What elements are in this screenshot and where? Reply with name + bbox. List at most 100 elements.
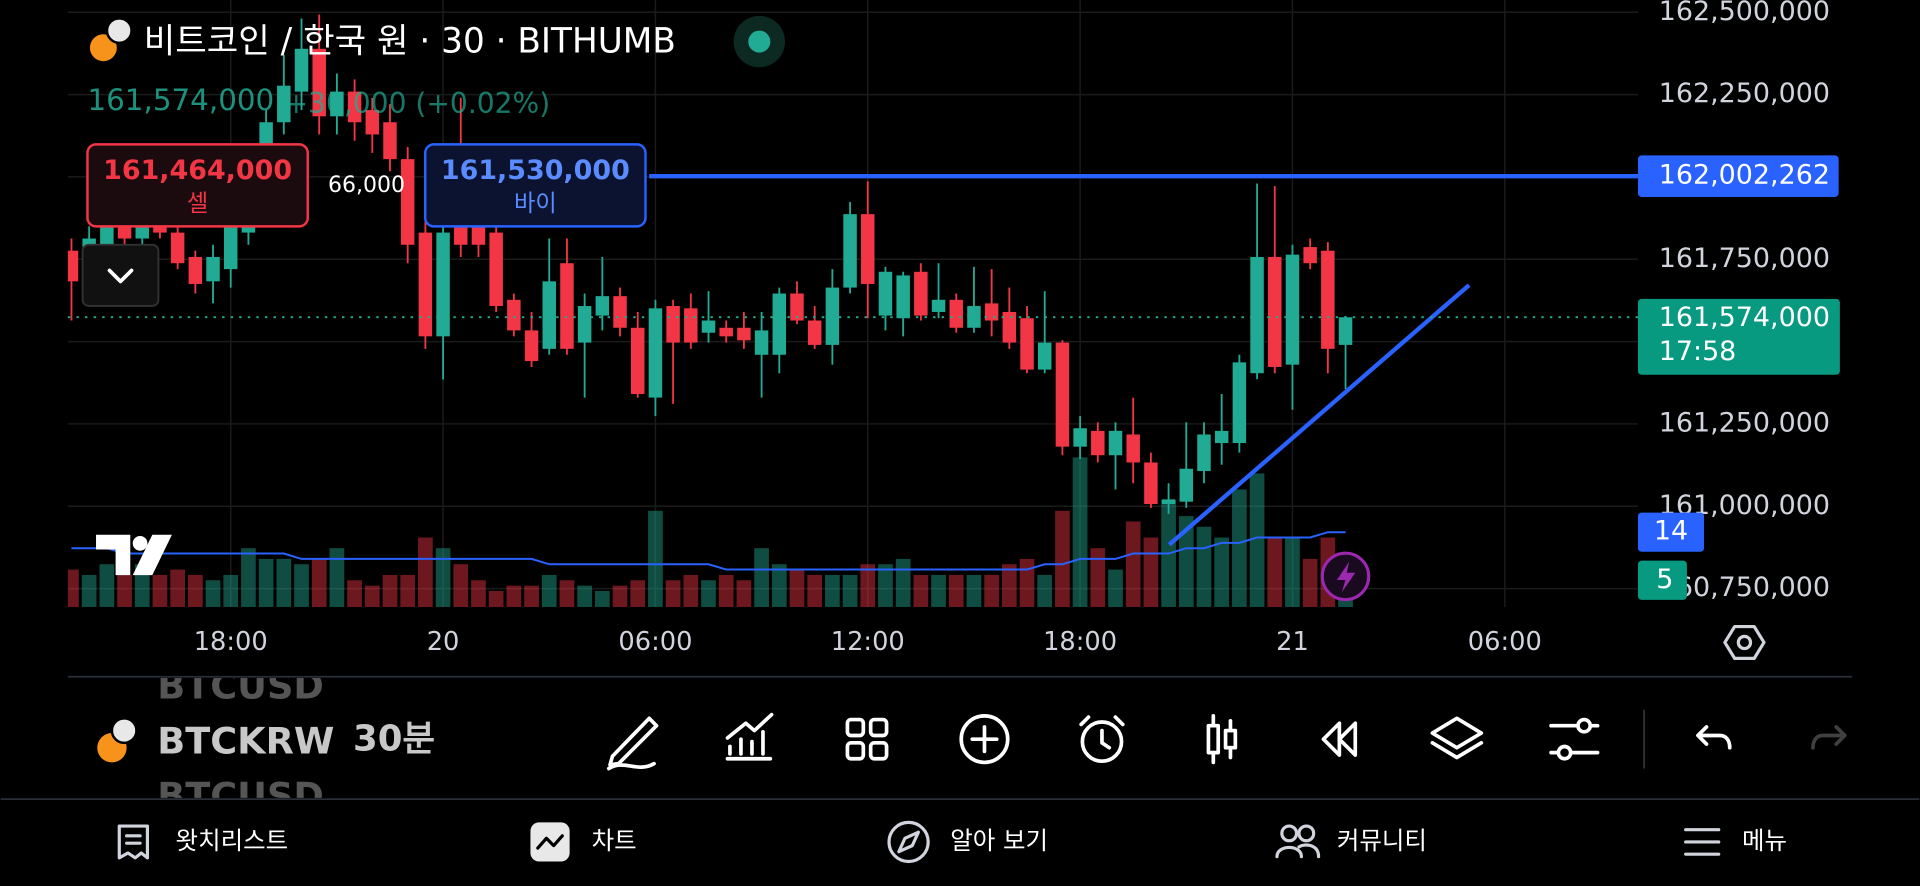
layout-cell[interactable] — [868, 740, 889, 761]
candle-body — [630, 327, 645, 394]
nav-menu[interactable]: 메뉴 — [1684, 826, 1787, 856]
candle-body — [1303, 247, 1317, 264]
symbol-picker[interactable]: BTCUSD BTCUSD BTCKRW — [97, 664, 334, 817]
volume-bar — [329, 548, 345, 607]
candle-body — [1197, 434, 1211, 472]
add-plus[interactable] — [970, 725, 999, 754]
layout-cell[interactable] — [868, 717, 889, 738]
candle-body — [400, 159, 415, 245]
replay[interactable] — [1321, 721, 1358, 757]
sell-label[interactable]: 셀 — [187, 190, 208, 217]
layers[interactable] — [1430, 716, 1484, 760]
nav-label[interactable]: 왓치리스트 — [176, 826, 289, 855]
chart-icon[interactable] — [536, 834, 564, 850]
undo[interactable] — [1696, 725, 1732, 750]
sell-price[interactable]: 161,464,000 — [103, 155, 292, 186]
chart-type[interactable] — [1206, 714, 1238, 765]
nav-label[interactable]: 차트 — [592, 826, 637, 855]
volume-bar — [718, 574, 734, 607]
person-head[interactable] — [1297, 824, 1316, 843]
compass-ring[interactable] — [887, 820, 930, 864]
ma-label: 14 — [1654, 516, 1688, 547]
add-circle[interactable] — [959, 714, 1010, 765]
add-button[interactable] — [959, 714, 1010, 765]
nav-watchlist[interactable]: 왓치리스트 — [117, 824, 289, 860]
candle-body — [577, 306, 592, 343]
x-tick-label: 18:00 — [194, 627, 268, 657]
candle-body — [1002, 311, 1017, 343]
candle-body — [1285, 254, 1300, 365]
candle-body — [790, 293, 804, 321]
volume-bar — [117, 574, 132, 607]
candle-wicks[interactable] — [1211, 714, 1233, 765]
volume-bar — [860, 564, 876, 607]
menu-icon[interactable] — [1684, 828, 1721, 856]
slider-knob[interactable] — [1556, 744, 1573, 761]
candle-body — [436, 232, 450, 337]
nav-label[interactable]: 알아 보기 — [950, 826, 1048, 855]
candle-body — [595, 296, 610, 316]
volume-bar — [347, 580, 362, 607]
trend-line[interactable] — [1167, 283, 1471, 547]
volume-bar — [1001, 564, 1017, 607]
candles — [67, 14, 1353, 514]
alerts-button[interactable] — [1320, 551, 1371, 602]
watchlist-icon[interactable] — [117, 824, 150, 860]
buy-price[interactable]: 161,530,000 — [441, 155, 630, 186]
nav-label[interactable]: 커뮤니티 — [1337, 826, 1427, 855]
layout-cell[interactable] — [845, 717, 866, 738]
redo[interactable] — [1811, 725, 1847, 750]
draw-tool[interactable] — [606, 716, 659, 771]
candle-body — [1232, 362, 1247, 444]
candle-body — [984, 303, 999, 321]
indicators[interactable] — [725, 712, 774, 761]
next-symbol[interactable]: BTCUSD — [157, 774, 324, 817]
buy-label[interactable]: 바이 — [514, 190, 557, 217]
candle-body — [312, 48, 326, 117]
volume-bar — [1055, 510, 1070, 607]
lightning-icon[interactable] — [1336, 561, 1356, 593]
settings-sliders[interactable] — [1549, 717, 1600, 761]
nav-label[interactable]: 메뉴 — [1742, 826, 1787, 855]
people-body[interactable] — [1275, 843, 1321, 859]
volume-bar — [67, 569, 79, 607]
buy-box[interactable] — [423, 143, 647, 228]
settings-hex[interactable] — [1723, 624, 1766, 660]
nav-explore[interactable]: 알아 보기 — [887, 820, 1048, 864]
prev-symbol[interactable]: BTCUSD — [157, 664, 324, 707]
interval[interactable]: 30분 — [353, 718, 435, 759]
alarm[interactable] — [1079, 715, 1125, 764]
volume-bar — [276, 558, 292, 607]
alarm-face[interactable] — [1080, 720, 1124, 764]
countdown: 17:58 — [1659, 336, 1737, 367]
krw-icon[interactable] — [110, 717, 138, 745]
x-tick-label: 20 — [427, 627, 460, 657]
volume-bar — [984, 574, 999, 607]
layouts[interactable] — [845, 717, 889, 761]
candle-body — [294, 48, 309, 92]
volume-bar — [1249, 473, 1265, 607]
volume-bar — [683, 574, 699, 607]
nav-community[interactable]: 커뮤니티 — [1275, 824, 1427, 859]
slider-knob[interactable] — [1576, 717, 1593, 734]
chevron-down[interactable] — [107, 268, 134, 284]
last-price-label-bg — [1637, 298, 1840, 375]
candle-body — [807, 320, 822, 345]
nav-chart[interactable]: 차트 — [530, 822, 637, 862]
sell-box[interactable] — [86, 143, 309, 228]
layout-cell[interactable] — [845, 740, 866, 761]
ma-label-bg — [1637, 512, 1705, 552]
market-status-dot — [748, 30, 771, 53]
person-head[interactable] — [1280, 824, 1299, 843]
chart-settings[interactable] — [1723, 624, 1766, 660]
alarm-hands[interactable] — [1079, 715, 1125, 750]
collapse-button[interactable] — [81, 243, 160, 307]
sell-button[interactable]: 161,464,000 셀 — [86, 143, 309, 228]
x-tick-label: 06:00 — [618, 627, 692, 657]
compass-needle[interactable] — [897, 830, 920, 854]
collapse-box[interactable] — [81, 243, 160, 307]
buy-button[interactable]: 161,530,000 바이 — [423, 143, 647, 228]
symbol[interactable]: BTCKRW — [157, 719, 334, 762]
volume-bar — [1285, 537, 1300, 607]
settings-dot[interactable] — [1736, 634, 1753, 651]
